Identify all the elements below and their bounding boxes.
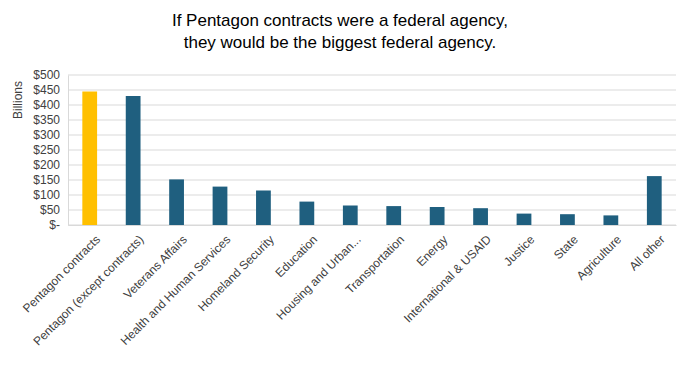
x-tick: Justice: [501, 225, 538, 269]
bar: [603, 215, 618, 225]
grid-line: [68, 105, 676, 106]
y-axis-title: Billions: [11, 81, 25, 119]
grid-line: [68, 90, 676, 91]
grid-line: [68, 180, 676, 181]
x-tick: Transportation: [343, 225, 407, 297]
bar: [126, 96, 141, 225]
y-tick: $350: [33, 113, 68, 127]
x-tick-label: State: [551, 232, 581, 262]
bar: [560, 214, 575, 225]
bar: [82, 92, 97, 226]
y-tick: $450: [33, 83, 68, 97]
grid-line: [68, 135, 676, 136]
x-tick-label: Homeland Security: [195, 232, 277, 314]
plot: $-$50$100$150$200$250$300$350$400$450$50…: [20, 68, 676, 348]
bar: [430, 207, 445, 225]
y-tick: $150: [33, 173, 68, 187]
x-tick-label: Pentagon contracts: [20, 232, 103, 315]
bar: [647, 176, 662, 225]
y-tick-label: $200: [33, 158, 60, 172]
bar: [213, 187, 228, 225]
grid-line: [68, 165, 676, 166]
x-tick-label: All other: [627, 232, 668, 273]
grid: [68, 75, 676, 225]
y-tick-label: $350: [33, 113, 60, 127]
grid-line: [68, 120, 676, 121]
grid-line: [68, 150, 676, 151]
y-tick: $-: [49, 218, 68, 232]
bar: [473, 208, 488, 225]
y-tick-label: $250: [33, 143, 60, 157]
x-tick: Agriculture: [574, 225, 625, 283]
bars: [82, 92, 661, 226]
x-tick-label: Energy: [414, 232, 451, 269]
y-tick: $50: [40, 203, 68, 217]
grid-line: [68, 210, 676, 211]
bar: [256, 191, 271, 226]
x-tick-label: Justice: [501, 232, 538, 269]
x-tick: International & USAID: [401, 225, 494, 325]
y-tick-label: $300: [33, 128, 60, 142]
grid-line: [68, 75, 676, 76]
x-tick: Homeland Security: [195, 225, 277, 314]
bar: [169, 179, 184, 225]
y-tick: $200: [33, 158, 68, 172]
grid-line: [68, 225, 676, 226]
x-tick: Housing and Urban...: [274, 225, 364, 323]
y-tick-label: $500: [33, 68, 60, 82]
y-axis-line: [68, 76, 69, 226]
x-tick: Energy: [414, 225, 451, 269]
y-tick-label: $50: [40, 203, 60, 217]
y-tick-label: $150: [33, 173, 60, 187]
title-line: they would be the biggest federal agency…: [184, 33, 497, 52]
y-tick: $500: [33, 68, 68, 82]
chart: If Pentagon contracts were a federal age…: [0, 0, 680, 382]
x-tick-label: Housing and Urban...: [274, 232, 364, 322]
x-tick: State: [551, 225, 581, 262]
bar: [386, 206, 401, 225]
bar: [517, 214, 532, 225]
x-tick-label: Transportation: [343, 232, 407, 296]
title-line: If Pentagon contracts were a federal age…: [172, 11, 508, 30]
bar: [299, 202, 314, 225]
y-axis: $-$50$100$150$200$250$300$350$400$450$50…: [33, 68, 68, 232]
y-tick-label: $100: [33, 188, 60, 202]
grid-line: [68, 195, 676, 196]
y-tick: $100: [33, 188, 68, 202]
x-axis-line: [69, 225, 677, 226]
y-tick: $250: [33, 143, 68, 157]
x-tick-label: International & USAID: [401, 232, 494, 325]
title: If Pentagon contracts were a federal age…: [172, 11, 508, 52]
y-tick-label: $400: [33, 98, 60, 112]
x-tick: All other: [627, 225, 668, 273]
bar: [343, 206, 358, 226]
x-axis: Pentagon contractsPentagon (except contr…: [20, 225, 676, 348]
y-tick: $400: [33, 98, 68, 112]
y-tick-label: $-: [49, 218, 60, 232]
y-tick-label: $450: [33, 83, 60, 97]
y-tick: $300: [33, 128, 68, 142]
x-tick: Pentagon contracts: [20, 225, 103, 315]
x-tick-label: Agriculture: [574, 232, 625, 283]
